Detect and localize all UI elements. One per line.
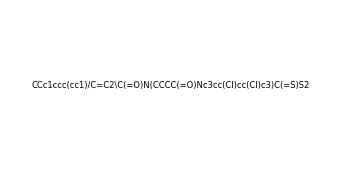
Text: CCc1ccc(cc1)/C=C2\C(=O)N(CCCC(=O)Nc3cc(Cl)cc(Cl)c3)C(=S)S2: CCc1ccc(cc1)/C=C2\C(=O)N(CCCC(=O)Nc3cc(C… [31,81,310,90]
